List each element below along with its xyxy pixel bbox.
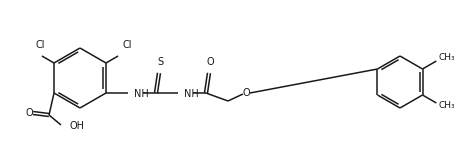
Text: Cl: Cl: [35, 40, 44, 50]
Text: O: O: [25, 108, 33, 118]
Text: O: O: [242, 88, 250, 98]
Text: NH: NH: [134, 89, 149, 99]
Text: Cl: Cl: [122, 40, 132, 50]
Text: OH: OH: [69, 121, 84, 131]
Text: O: O: [206, 57, 214, 67]
Text: CH₃: CH₃: [439, 54, 455, 62]
Text: CH₃: CH₃: [439, 101, 455, 111]
Text: S: S: [157, 57, 163, 67]
Text: NH: NH: [184, 89, 199, 99]
